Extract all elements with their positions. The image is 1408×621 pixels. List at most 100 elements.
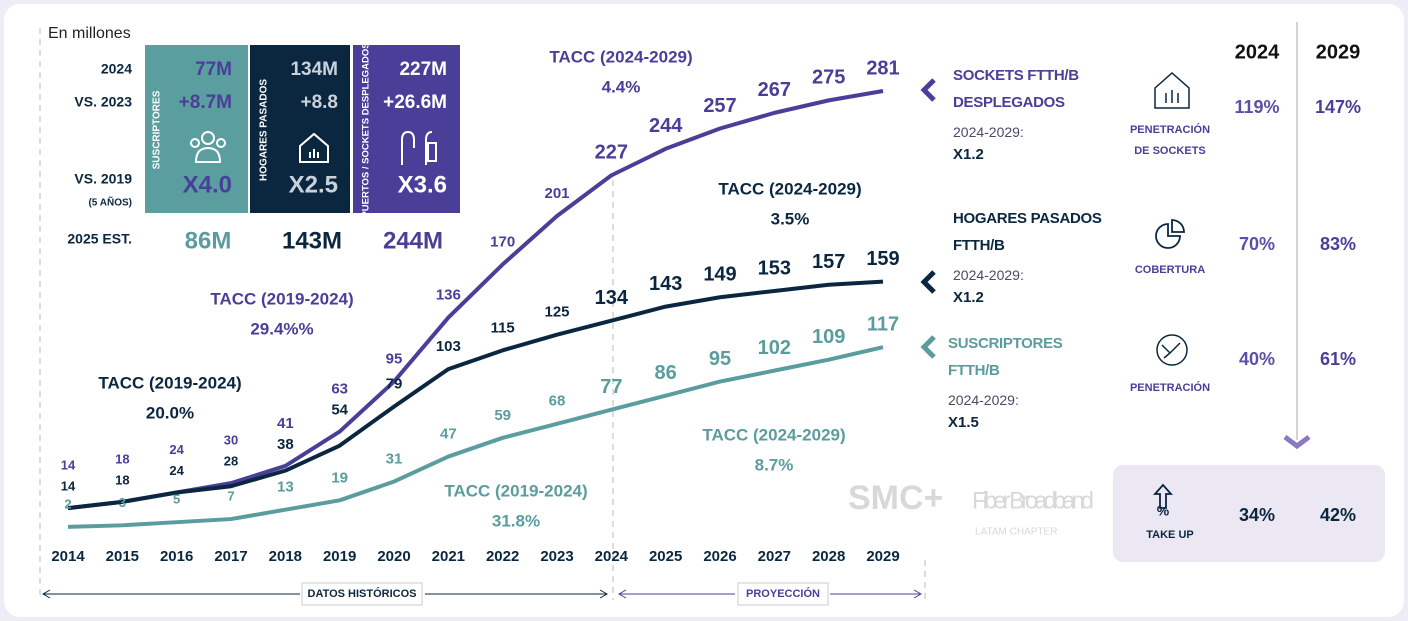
data-label: 159	[866, 248, 899, 270]
x-tick-label: 2022	[486, 548, 519, 565]
row-label: 2024	[101, 61, 132, 77]
data-label: 30	[224, 433, 238, 448]
data-label: 281	[866, 57, 899, 79]
stat-value: X2.5	[289, 171, 338, 198]
data-label: 63	[331, 381, 348, 398]
stat-box	[353, 45, 460, 213]
data-label: 19	[331, 469, 348, 486]
annotation-title: TACC (2019-2024)	[98, 373, 241, 392]
column-label: PUERTOS / SOCKETS DESPLEGADOS	[361, 42, 372, 217]
column-label: HOGARES PASADOS	[259, 79, 270, 181]
icon-house	[1154, 71, 1190, 109]
annotation-value: 20.0%	[146, 403, 194, 422]
data-label: 244	[649, 115, 683, 137]
data-label: 2	[64, 496, 71, 511]
x-tick-label: 2028	[812, 548, 845, 565]
data-label: 103	[436, 338, 461, 355]
data-label: 24	[169, 442, 184, 457]
table-value: 70%	[1239, 234, 1275, 254]
data-label: 117	[867, 313, 899, 335]
data-label: 275	[812, 67, 845, 89]
row-label: DE SOCKETS	[1134, 145, 1206, 157]
stat-value: 134M	[290, 59, 338, 80]
data-label: 77	[600, 376, 622, 398]
data-label: 102	[758, 337, 791, 359]
data-label: 134	[595, 287, 629, 309]
data-label: 153	[758, 257, 791, 279]
row-label: VS. 2023	[74, 94, 132, 110]
annotation-title: TACC (2019-2024)	[444, 481, 587, 500]
table-value: 40%	[1239, 349, 1275, 369]
x-tick-label: 2017	[214, 548, 247, 565]
legend-label: HOGARES PASADOS FTTH/B	[953, 210, 1102, 254]
stat-estimate: 86M	[185, 227, 232, 254]
icon-plug	[401, 130, 437, 165]
table-header: 2024	[1235, 41, 1280, 63]
x-tick-label: 2016	[160, 548, 193, 565]
data-label: 24	[169, 463, 184, 478]
stat-value: +26.6M	[383, 92, 447, 113]
icon-pie	[1155, 219, 1185, 249]
x-tick-label: 2020	[377, 548, 410, 565]
row-label: 2025 EST.	[67, 231, 132, 247]
legend-multiplier: X1.2	[953, 289, 984, 306]
icon-house	[299, 132, 329, 163]
period-box	[301, 582, 423, 606]
annotation-value: 4.4%	[602, 77, 641, 96]
stat-value: 77M	[195, 59, 232, 80]
stat-value: X4.0	[183, 171, 232, 198]
legend-note: 2024-2029:	[948, 392, 1019, 408]
data-label: 136	[436, 286, 461, 303]
row-label: COBERTURA	[1135, 264, 1205, 276]
table-value: 119%	[1234, 97, 1279, 117]
x-tick-label: 2015	[106, 548, 139, 565]
stat-box	[250, 45, 350, 213]
unit: En millones	[48, 25, 131, 42]
data-label: 13	[277, 479, 294, 496]
row-label: VS. 2019	[74, 171, 132, 187]
legend-multiplier: X1.5	[948, 414, 979, 431]
arrow-head	[41, 589, 609, 599]
data-label: 14	[61, 458, 76, 473]
data-label: 31	[386, 451, 403, 468]
legend-marker	[920, 335, 936, 359]
legend-note: 2024-2029:	[953, 124, 1024, 140]
annotation-title: TACC (2024-2029)	[549, 47, 692, 66]
period-label: DATOS HISTÓRICOS	[308, 587, 417, 600]
x-tick-label: 2024	[595, 548, 629, 565]
logo: LATAM CHAPTER	[975, 527, 1057, 538]
data-label: 227	[595, 142, 628, 164]
row-label: (5 AÑOS)	[88, 196, 132, 209]
data-label: 28	[224, 454, 238, 469]
data-label: 201	[544, 185, 569, 202]
x-tick-label: 2026	[703, 548, 736, 565]
data-label: 18	[115, 472, 129, 487]
legend-marker	[920, 270, 936, 294]
annotation-title: TACC (2019-2024)	[210, 289, 353, 308]
data-label: 115	[491, 319, 515, 336]
logo: Fiber Broadband	[972, 487, 1094, 514]
legend-note: 2024-2029:	[953, 267, 1024, 283]
table-value: 42%	[1320, 505, 1356, 525]
period-box	[737, 582, 829, 606]
table-value: 147%	[1315, 97, 1361, 117]
data-label: 267	[758, 79, 791, 101]
column-label: SUSCRIPTORES	[152, 90, 163, 169]
data-label: 257	[703, 95, 736, 117]
data-label: 38	[277, 436, 294, 453]
icon-network	[1156, 334, 1188, 366]
x-tick-label: 2023	[540, 548, 573, 565]
stat-value: +8.8	[300, 92, 338, 113]
x-tick-label: 2029	[866, 548, 899, 565]
table-header: 2029	[1316, 41, 1361, 63]
icon-people	[190, 131, 226, 163]
data-label: 125	[544, 304, 569, 321]
data-label: 59	[494, 407, 511, 424]
data-label: 157	[812, 251, 845, 273]
icon-percent	[1152, 483, 1174, 509]
data-label: 5	[173, 492, 180, 507]
data-label: 95	[709, 348, 731, 370]
legend-multiplier: X1.2	[953, 146, 984, 163]
